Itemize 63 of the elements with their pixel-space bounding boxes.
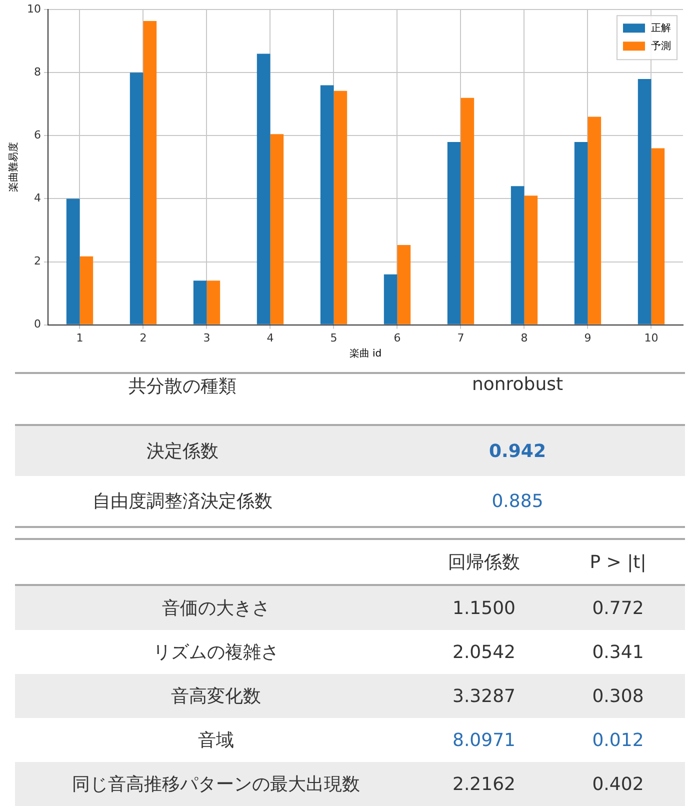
text: 1.1500 [417, 585, 551, 630]
text: 0.402 [551, 762, 685, 806]
x-tick-label: 1 [76, 331, 84, 344]
x-tick-label: 6 [394, 331, 401, 344]
bar [130, 72, 144, 324]
bar [270, 134, 284, 324]
bar [256, 54, 270, 324]
x-tick-label: 2 [140, 331, 147, 344]
text: 0.942 [350, 425, 685, 476]
text: 0.308 [551, 674, 685, 718]
text: 3.3287 [417, 674, 551, 718]
text: 2.0542 [452, 640, 516, 664]
text: 音域 [197, 729, 235, 753]
bar [510, 186, 524, 324]
bar [80, 256, 94, 324]
text: 0.341 [591, 640, 645, 664]
x-tick-label: 4 [266, 331, 274, 344]
bar [638, 78, 652, 324]
x-tick-label: 9 [584, 331, 592, 344]
bar [320, 85, 334, 324]
bar [384, 274, 398, 324]
text: 回帰係数 [447, 551, 521, 575]
text: 8.0971 [452, 728, 516, 752]
bar [460, 98, 474, 324]
y-tick-label: 6 [34, 128, 41, 142]
bar [206, 280, 220, 324]
y-tick-label: 2 [34, 254, 41, 268]
legend-label: 正解 [651, 23, 671, 34]
text: P > |t| [588, 550, 648, 574]
text: 2.2162 [417, 762, 551, 806]
bar [651, 148, 665, 324]
bar [143, 20, 157, 324]
text: 決定係数 [15, 425, 350, 476]
text: 0.772 [551, 585, 685, 630]
x-axis-title: 楽曲 id [349, 348, 382, 360]
bar [524, 196, 538, 324]
x-tick-label: 10 [644, 331, 658, 344]
text: 0.885 [490, 490, 544, 514]
x-tick-label: 3 [203, 331, 210, 344]
y-tick-label: 0 [34, 318, 41, 331]
legend-label: 予測 [651, 40, 671, 52]
y-tick-label: 10 [26, 2, 41, 16]
x-tick-label: 8 [520, 331, 528, 344]
bar [397, 245, 411, 324]
bar [334, 90, 348, 324]
bar [193, 280, 207, 324]
x-tick-label: 5 [330, 331, 338, 344]
y-tick-label: 4 [34, 192, 41, 205]
text: 音高変化数 [15, 674, 417, 718]
text: 同じ音高推移パターンの最大出現数 [15, 762, 417, 806]
text: nonrobust [470, 373, 564, 397]
y-axis-title: 楽曲難易度 [8, 142, 20, 192]
bar [574, 142, 588, 324]
text: 音価の大きさ [15, 585, 417, 630]
text: リズムの複雑さ [152, 641, 280, 665]
bar [588, 116, 602, 324]
text: 0.012 [591, 728, 645, 752]
bar [66, 198, 80, 324]
text: 共分散の種類 [128, 375, 238, 399]
text: 自由度調整済決定係数 [92, 490, 274, 514]
y-tick-label: 8 [34, 66, 41, 78]
bar [447, 142, 461, 324]
x-tick-label: 7 [457, 331, 464, 344]
